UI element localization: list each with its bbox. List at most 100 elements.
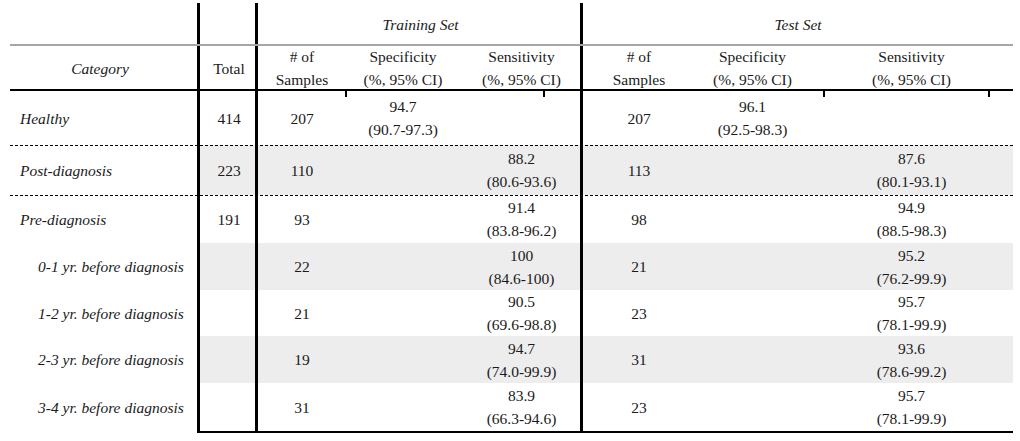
sensitivity-header-label: Sensitivity xyxy=(878,45,944,68)
table-row-healthy: Healthy 414 207 94.7 (90.7-97.3) 207 96.… xyxy=(0,91,1020,145)
samples-header-line1: # of xyxy=(627,45,652,68)
test-specificity-column-header: Specificity (%, 95% CI) xyxy=(695,45,810,91)
test-samples-column-header: # of Samples xyxy=(583,45,695,91)
test-sensitivity-cell: 87.6 (80.1-93.1) xyxy=(810,145,1013,195)
test-samples-cell: 23 xyxy=(583,383,695,431)
value-line: 95.2 xyxy=(898,244,925,267)
ci-header-label: (%, 95% CI) xyxy=(872,68,951,91)
category-cell: 3-4 yr. before diagnosis xyxy=(0,383,200,431)
train-sensitivity-cell xyxy=(460,91,583,145)
value-line: 91.4 xyxy=(508,196,535,219)
test-samples-cell: 98 xyxy=(583,195,695,243)
column-header-row: Category Total # of Samples Specificity … xyxy=(0,45,1020,91)
test-sensitivity-cell: 95.7 (78.1-99.9) xyxy=(810,383,1013,431)
column-tick xyxy=(345,91,347,97)
test-samples-cell: 207 xyxy=(583,91,695,145)
test-sensitivity-cell: 93.6 (78.6-99.2) xyxy=(810,336,1013,383)
train-sensitivity-cell: 90.5 (69.6-98.8) xyxy=(460,290,583,336)
vertical-rule-total-training xyxy=(255,3,258,431)
train-specificity-column-header: Specificity (%, 95% CI) xyxy=(346,45,460,91)
category-cell: Pre-diagnosis xyxy=(0,195,200,243)
category-cell: Healthy xyxy=(0,91,200,145)
train-specificity-cell xyxy=(346,336,460,383)
ci-line: (92.5-98.3) xyxy=(718,118,788,141)
total-cell xyxy=(200,336,258,383)
ci-line: (78.1-99.9) xyxy=(877,407,947,430)
category-cell: 0-1 yr. before diagnosis xyxy=(0,243,200,290)
samples-header-line1: # of xyxy=(290,45,315,68)
ci-line: (74.0-99.9) xyxy=(487,360,557,383)
ci-line: (69.6-98.8) xyxy=(487,313,557,336)
value-line: 94.7 xyxy=(508,337,535,360)
train-specificity-cell xyxy=(346,383,460,431)
column-tick xyxy=(988,91,990,97)
dashed-divider-post-pre xyxy=(10,195,1013,196)
train-specificity-cell xyxy=(346,290,460,336)
training-set-group-header: Training Set xyxy=(258,3,583,45)
test-samples-cell: 113 xyxy=(583,145,695,195)
train-samples-cell: 110 xyxy=(258,145,346,195)
specificity-header-label: Specificity xyxy=(719,45,786,68)
vertical-rule-training-test xyxy=(580,3,583,431)
value-line: 87.6 xyxy=(898,147,925,170)
ci-line: (88.5-98.3) xyxy=(877,219,947,242)
ci-line: (66.3-94.6) xyxy=(487,407,557,430)
group-header-row: Training Set Test Set xyxy=(0,3,1020,45)
ci-line: (78.6-99.2) xyxy=(877,360,947,383)
total-column-header: Total xyxy=(200,45,258,91)
ci-line: (84.6-100) xyxy=(489,267,555,290)
train-sensitivity-column-header: Sensitivity (%, 95% CI) xyxy=(460,45,583,91)
category-cell: 1-2 yr. before diagnosis xyxy=(0,290,200,336)
total-cell xyxy=(200,243,258,290)
value-line: 96.1 xyxy=(739,95,766,118)
ci-header-label: (%, 95% CI) xyxy=(713,68,792,91)
specificity-header-label: Specificity xyxy=(369,45,436,68)
train-samples-cell: 22 xyxy=(258,243,346,290)
ci-line: (78.1-99.9) xyxy=(877,313,947,336)
table-bottom-rule xyxy=(197,431,1013,433)
value-line: 93.6 xyxy=(898,337,925,360)
train-sensitivity-cell: 88.2 (80.6-93.6) xyxy=(460,145,583,195)
category-cell: 2-3 yr. before diagnosis xyxy=(0,336,200,383)
test-samples-cell: 23 xyxy=(583,290,695,336)
train-samples-cell: 19 xyxy=(258,336,346,383)
value-line: 88.2 xyxy=(508,147,535,170)
ci-line: (76.2-99.9) xyxy=(877,267,947,290)
train-samples-cell: 93 xyxy=(258,195,346,243)
value-line: 95.7 xyxy=(898,384,925,407)
test-specificity-cell xyxy=(695,195,810,243)
table-row-0-1-yr: 0-1 yr. before diagnosis 22 100 (84.6-10… xyxy=(0,243,1020,290)
total-cell xyxy=(200,383,258,431)
test-samples-cell: 31 xyxy=(583,336,695,383)
table-row-post-diagnosis: Post-diagnosis 223 110 88.2 (80.6-93.6) … xyxy=(0,145,1020,195)
test-sensitivity-cell: 95.7 (78.1-99.9) xyxy=(810,290,1013,336)
test-sensitivity-cell: 94.9 (88.5-98.3) xyxy=(810,195,1013,243)
test-set-group-header: Test Set xyxy=(583,3,1013,45)
test-sensitivity-column-header: Sensitivity (%, 95% CI) xyxy=(810,45,1013,91)
total-cell: 191 xyxy=(200,195,258,243)
test-specificity-cell xyxy=(695,383,810,431)
category-column-header: Category xyxy=(0,45,200,91)
test-sensitivity-cell: 95.2 (76.2-99.9) xyxy=(810,243,1013,290)
train-samples-cell: 31 xyxy=(258,383,346,431)
column-tick xyxy=(543,91,545,97)
train-specificity-cell xyxy=(346,195,460,243)
test-samples-cell: 21 xyxy=(583,243,695,290)
total-cell: 414 xyxy=(200,91,258,145)
train-samples-column-header: # of Samples xyxy=(258,45,346,91)
table-row-3-4-yr: 3-4 yr. before diagnosis 31 83.9 (66.3-9… xyxy=(0,383,1020,431)
table-row-1-2-yr: 1-2 yr. before diagnosis 21 90.5 (69.6-9… xyxy=(0,290,1020,336)
header-bottom-rule xyxy=(10,89,1013,91)
value-line: 95.7 xyxy=(898,290,925,313)
value-line: 94.7 xyxy=(389,95,416,118)
train-sensitivity-cell: 100 (84.6-100) xyxy=(460,243,583,290)
test-specificity-cell xyxy=(695,145,810,195)
ci-line: (80.6-93.6) xyxy=(487,170,557,193)
sensitivity-header-label: Sensitivity xyxy=(488,45,554,68)
train-specificity-cell xyxy=(346,243,460,290)
ci-line: (83.8-96.2) xyxy=(487,219,557,242)
value-line: 90.5 xyxy=(508,290,535,313)
value-line: 83.9 xyxy=(508,384,535,407)
train-sensitivity-cell: 94.7 (74.0-99.9) xyxy=(460,336,583,383)
total-cell xyxy=(200,290,258,336)
